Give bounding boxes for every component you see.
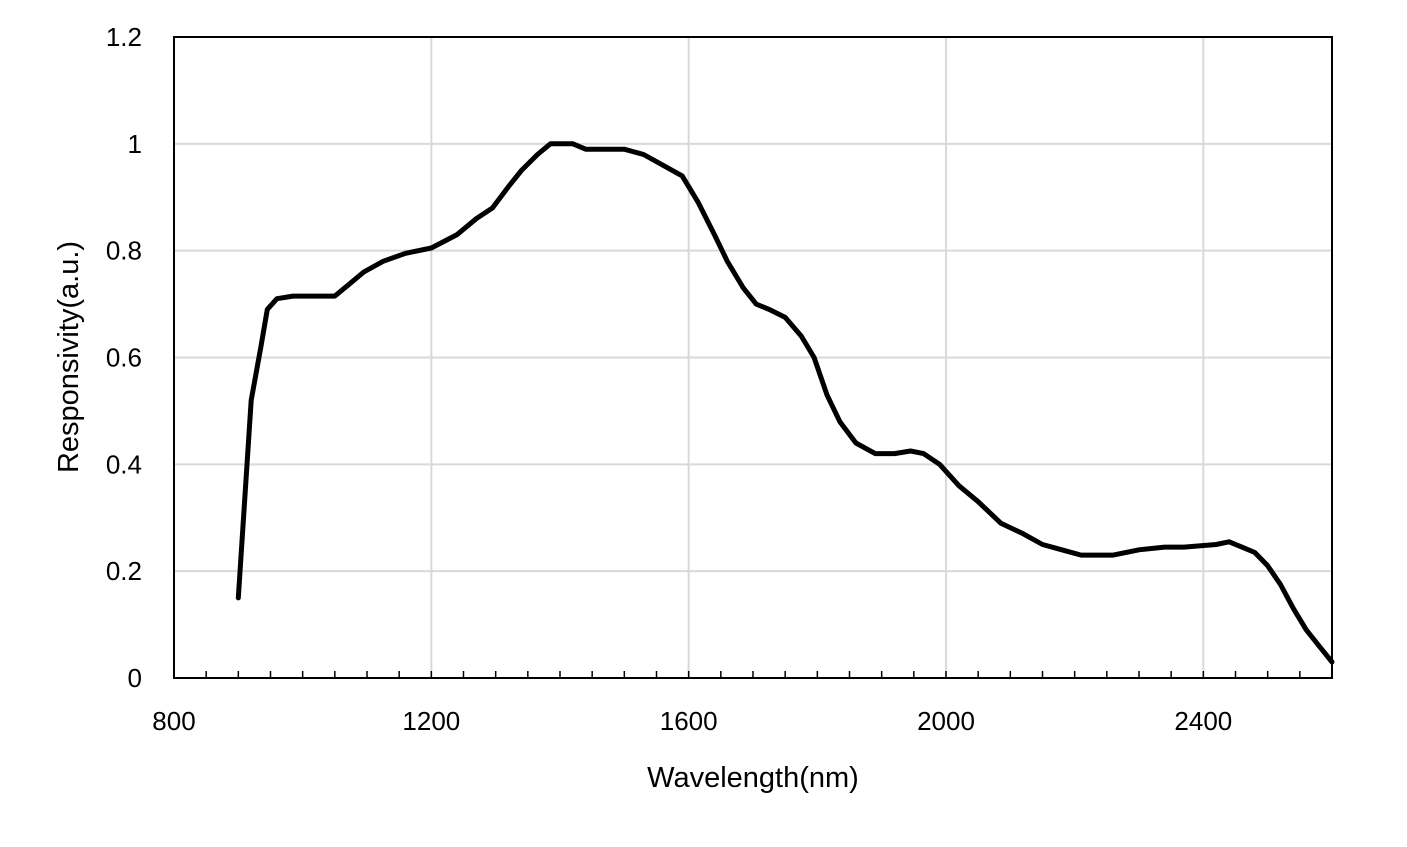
x-tick-label: 1200 bbox=[402, 706, 460, 736]
x-minor-ticks bbox=[205, 671, 1301, 678]
y-tick-label: 0 bbox=[128, 663, 142, 693]
y-axis-title: Responsivity(a.u.) bbox=[53, 241, 85, 473]
y-tick-label: 0.8 bbox=[106, 236, 142, 266]
y-tick-label: 1 bbox=[128, 129, 142, 159]
x-tick-labels: 800 1200 1600 2000 2400 bbox=[152, 706, 1232, 736]
y-tick-label: 1.2 bbox=[106, 22, 142, 52]
series-line bbox=[235, 141, 1335, 665]
series-layer bbox=[235, 141, 1335, 665]
y-tick-label: 0.2 bbox=[106, 556, 142, 586]
y-tick-label: 0.6 bbox=[106, 343, 142, 373]
y-tick-label: 0.4 bbox=[106, 449, 142, 479]
x-tick-label: 800 bbox=[152, 706, 195, 736]
x-tick-label: 2400 bbox=[1174, 706, 1232, 736]
y-tick-labels: 0 0.2 0.4 0.6 0.8 1 1.2 bbox=[106, 22, 142, 693]
x-tick-label: 2000 bbox=[917, 706, 975, 736]
x-tick-label: 1600 bbox=[660, 706, 718, 736]
x-axis-title: Wavelength(nm) bbox=[647, 762, 859, 794]
gridlines bbox=[174, 37, 1332, 678]
